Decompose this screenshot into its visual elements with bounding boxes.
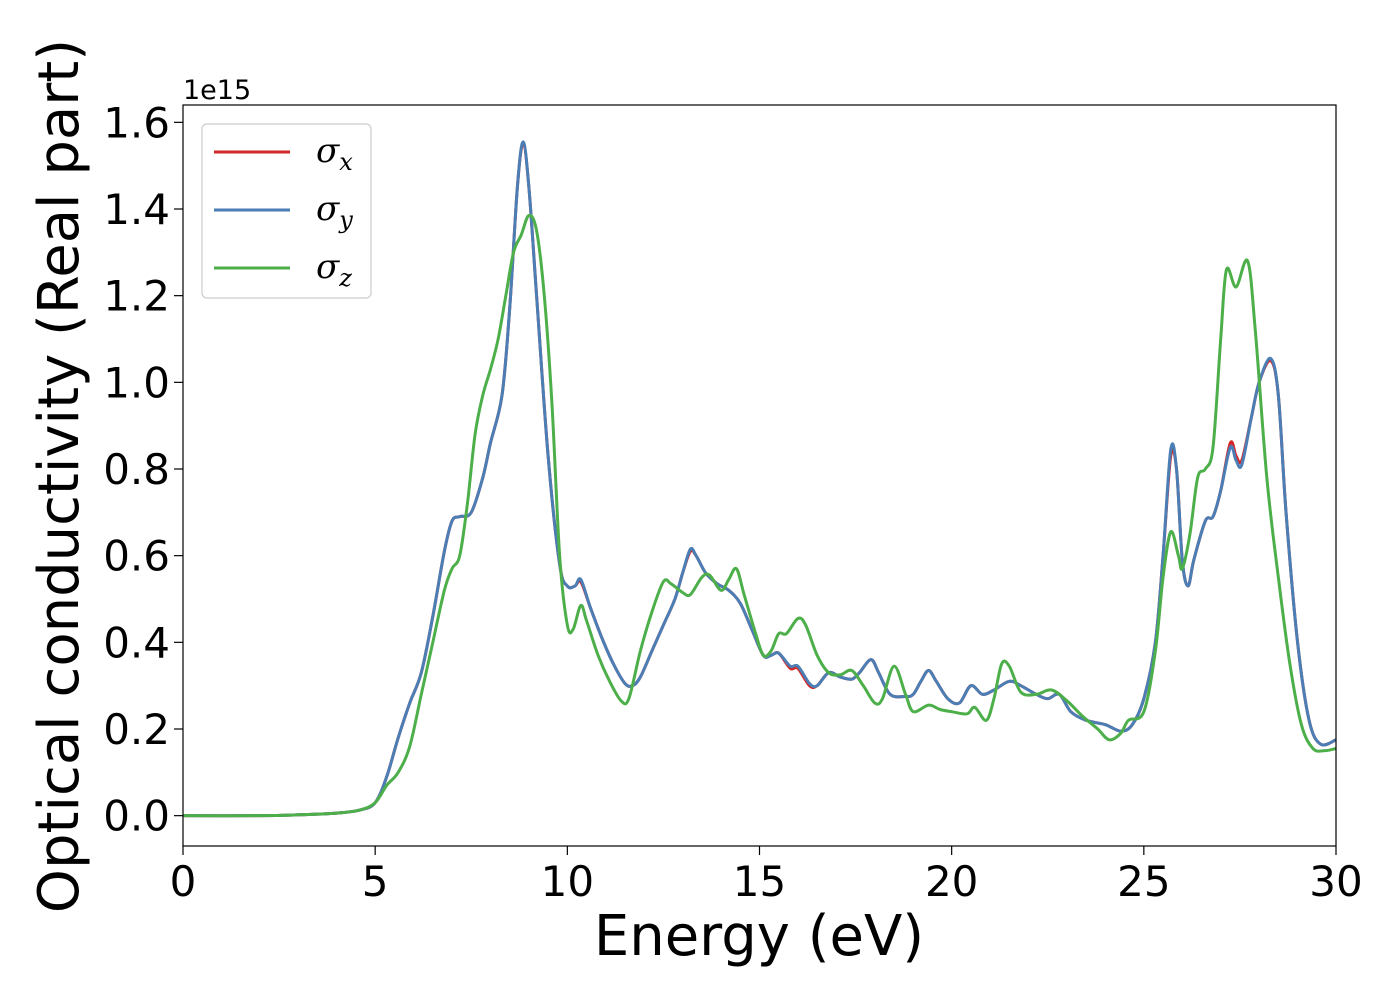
x-tick-label: 0 — [170, 857, 197, 906]
y-tick-label: 0.6 — [103, 532, 170, 581]
x-tick-label: 5 — [362, 857, 389, 906]
x-axis-label: Energy (eV) — [594, 904, 924, 969]
y-tick-label: 0.4 — [103, 618, 170, 667]
y-tick-label: 1.6 — [103, 98, 170, 147]
x-tick-label: 25 — [1117, 857, 1170, 906]
x-tick-label: 10 — [541, 857, 594, 906]
y-axis-label: Optical conductivity (Real part) — [27, 39, 92, 913]
series-line-sigma-z — [182, 213, 1337, 818]
y-tick-label: 0.0 — [103, 792, 170, 841]
y-tick-label: 1.2 — [103, 272, 170, 321]
y-tick-label: 1.4 — [103, 185, 170, 234]
x-tick-label: 30 — [1309, 857, 1362, 906]
y-offset-label: 1e15 — [183, 75, 251, 106]
y-tick-label: 0.8 — [103, 445, 170, 494]
y-tick-label: 1.0 — [103, 358, 170, 407]
series-layer — [182, 140, 1337, 818]
y-tick-label: 0.2 — [103, 705, 170, 754]
y-axis: 0.0 0.2 0.4 0.6 0.8 1.0 1.2 1.4 1.6 — [103, 98, 183, 841]
x-tick-label: 20 — [925, 857, 978, 906]
x-axis: 0 5 10 15 20 25 30 — [170, 846, 1363, 906]
series-line-sigma-y — [182, 140, 1337, 818]
x-tick-label: 15 — [733, 857, 786, 906]
